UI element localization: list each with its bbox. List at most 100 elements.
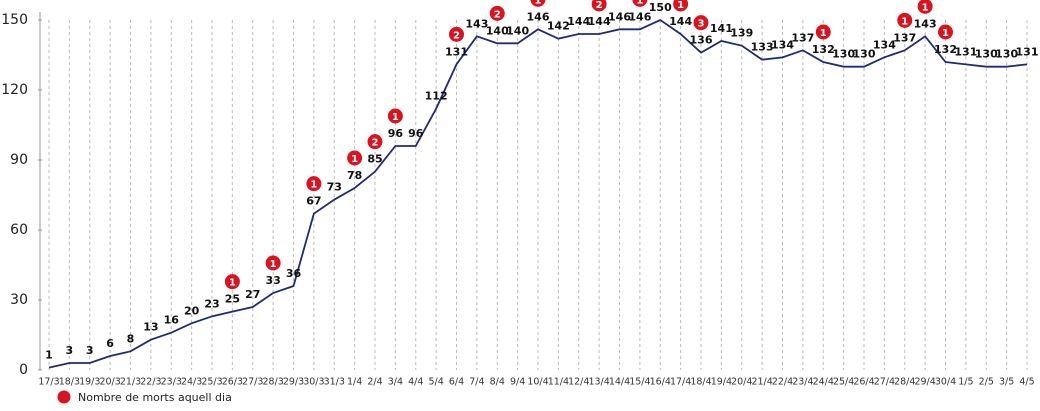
- x-tick-label: 30/4: [935, 377, 956, 388]
- x-tick-label: 2/5: [979, 377, 994, 388]
- death-marker: [530, 0, 546, 7]
- death-marker: [938, 24, 953, 40]
- legend-label: Nombre de morts aquell dia: [78, 391, 232, 404]
- death-marker: [347, 150, 363, 166]
- x-tick-label: 8/4: [490, 377, 505, 388]
- death-marker: [632, 0, 648, 7]
- y-tick-label: 150: [1, 12, 28, 28]
- death-marker: [265, 255, 281, 271]
- value-label: 85: [367, 153, 382, 166]
- x-tick-label: 28/3: [262, 377, 283, 388]
- value-label: 130: [995, 48, 1018, 61]
- value-label: 144: [588, 15, 611, 28]
- value-label: 140: [486, 24, 509, 37]
- legend-marker: [57, 390, 71, 404]
- value-label: 25: [225, 293, 240, 306]
- x-tick-label: 24/4: [813, 377, 834, 388]
- death-count: 2: [494, 9, 501, 20]
- y-tick-label: 60: [10, 222, 28, 238]
- x-tick-label: 7/4: [469, 377, 484, 388]
- x-tick-label: 20/4: [731, 377, 752, 388]
- x-tick-label: 17/4: [670, 377, 691, 388]
- value-label: 1: [45, 349, 53, 362]
- death-count: 1: [636, 0, 643, 6]
- x-tick-label: 19/3: [79, 377, 100, 388]
- value-label: 134: [771, 38, 794, 51]
- x-tick-label: 28/4: [894, 377, 915, 388]
- x-tick-label: 27/3: [242, 377, 263, 388]
- value-label: 131: [954, 45, 977, 58]
- value-label: 137: [893, 31, 916, 44]
- x-tick-label: 4/5: [1019, 377, 1034, 388]
- value-label: 20: [184, 304, 200, 317]
- x-tick-label: 19/4: [711, 377, 732, 388]
- x-tick-label: 11/4: [548, 377, 569, 388]
- death-count: 1: [392, 112, 399, 123]
- value-label: 132: [934, 43, 957, 56]
- x-tick-label: 25/3: [201, 377, 222, 388]
- x-tick-label: 18/3: [59, 377, 80, 388]
- x-tick-label: 20/3: [99, 377, 120, 388]
- value-label: 78: [347, 169, 362, 182]
- x-tick-label: 17/3: [38, 377, 59, 388]
- x-tick-label: 30/3: [303, 377, 324, 388]
- death-count: 1: [901, 16, 908, 27]
- x-tick-label: 5/4: [428, 377, 443, 388]
- death-marker: [917, 0, 933, 14]
- value-label: 27: [245, 288, 260, 301]
- value-label: 8: [127, 332, 135, 345]
- value-label: 131: [445, 45, 468, 58]
- value-label: 67: [306, 195, 321, 208]
- death-count: 2: [596, 0, 603, 11]
- death-marker: [693, 15, 709, 31]
- value-label: 132: [812, 43, 835, 56]
- death-count: 3: [698, 19, 705, 30]
- death-count: 1: [310, 180, 317, 191]
- value-label: 36: [286, 267, 302, 280]
- value-label: 134: [873, 38, 896, 51]
- x-tick-label: 21/4: [751, 377, 772, 388]
- value-label: 13: [143, 321, 158, 334]
- value-label: 146: [608, 10, 631, 23]
- value-label: 130: [853, 48, 876, 61]
- x-tick-label: 29/3: [283, 377, 304, 388]
- death-count: 1: [535, 0, 542, 6]
- x-tick-label: 23/3: [161, 377, 182, 388]
- value-label: 96: [408, 127, 424, 140]
- x-tick-label: 24/3: [181, 377, 202, 388]
- value-label: 33: [265, 274, 280, 287]
- x-tick-label: 13/4: [588, 377, 609, 388]
- value-label: 146: [527, 10, 550, 23]
- value-label: 133: [751, 41, 774, 54]
- x-tick-label: 1/4: [347, 377, 362, 388]
- x-tick-label: 16/4: [650, 377, 671, 388]
- x-tick-label: 27/4: [874, 377, 895, 388]
- data-line: [48, 18, 1028, 369]
- value-label: 136: [690, 34, 713, 47]
- value-label: 137: [791, 31, 814, 44]
- value-label: 139: [730, 27, 753, 40]
- death-marker: [306, 176, 322, 192]
- x-tick-label: 31/3: [324, 377, 345, 388]
- value-label: 73: [327, 181, 342, 194]
- death-marker: [673, 0, 689, 12]
- x-tick-label: 22/4: [772, 377, 793, 388]
- value-label: 96: [388, 127, 404, 140]
- death-marker: [224, 274, 240, 290]
- death-marker: [367, 134, 383, 150]
- x-tick-label: 18/4: [690, 377, 711, 388]
- death-marker: [815, 24, 831, 40]
- y-tick-label: 0: [19, 362, 28, 378]
- x-tick-label: 14/4: [609, 377, 630, 388]
- value-label: 140: [506, 24, 529, 37]
- death-count: 2: [372, 138, 379, 149]
- value-label: 16: [164, 314, 180, 327]
- death-count: 1: [677, 0, 684, 11]
- death-count: 1: [922, 2, 929, 13]
- value-label: 146: [628, 10, 651, 23]
- x-tick-label: 6/4: [449, 377, 464, 388]
- x-tick-label: 2/4: [367, 377, 382, 388]
- x-tick-label: 9/4: [510, 377, 525, 388]
- value-label: 141: [710, 22, 733, 35]
- death-count: 1: [229, 278, 236, 289]
